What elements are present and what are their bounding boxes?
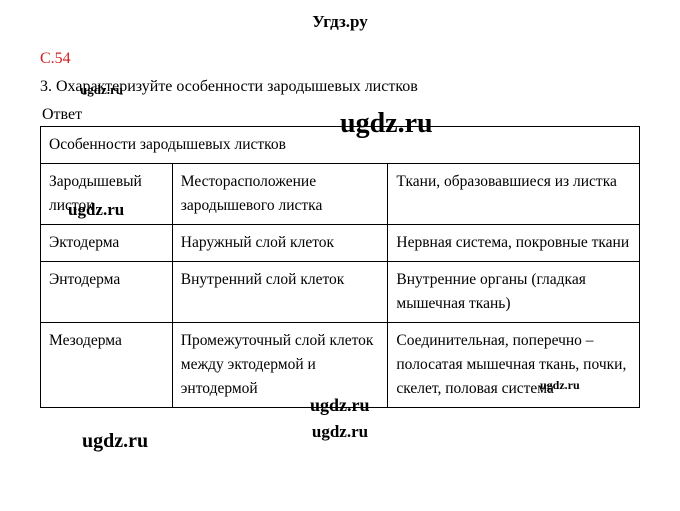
page-reference: С.54: [40, 50, 640, 68]
table-cell: Соединительная, поперечно – полосатая мы…: [388, 323, 640, 408]
table-cell: Внутренний слой клеток: [172, 262, 388, 323]
table-header-c3: Ткани, образовавшиеся из листка: [388, 164, 640, 225]
answer-label: Ответ: [42, 106, 640, 124]
table-header-row: Зародышевый листок Месторасположение зар…: [41, 164, 640, 225]
table-title-row: Особенности зародышевых листков: [41, 127, 640, 164]
germ-layers-table: Особенности зародышевых листков Зародыше…: [40, 126, 640, 408]
footer-brand: ugdz.ru: [40, 422, 640, 442]
table-header-c1: Зародышевый листок: [41, 164, 173, 225]
table-cell: Промежуточный слой клеток между эктодерм…: [172, 323, 388, 408]
table-cell: Энтодерма: [41, 262, 173, 323]
site-title: Угдз.ру: [40, 12, 640, 32]
table-cell: Мезодерма: [41, 323, 173, 408]
table-cell: Наружный слой клеток: [172, 225, 388, 262]
table-cell: Нервная система, покровные ткани: [388, 225, 640, 262]
table-title-cell: Особенности зародышевых листков: [41, 127, 640, 164]
table-row: Энтодерма Внутренний слой клеток Внутрен…: [41, 262, 640, 323]
question-text: 3. Охарактеризуйте особенности зародышев…: [40, 78, 640, 96]
table-header-c2: Месторасположение зародышевого листка: [172, 164, 388, 225]
table-row: Мезодерма Промежуточный слой клеток межд…: [41, 323, 640, 408]
table-cell: Эктодерма: [41, 225, 173, 262]
table-cell: Внутренние органы (гладкая мышечная ткан…: [388, 262, 640, 323]
table-row: Эктодерма Наружный слой клеток Нервная с…: [41, 225, 640, 262]
